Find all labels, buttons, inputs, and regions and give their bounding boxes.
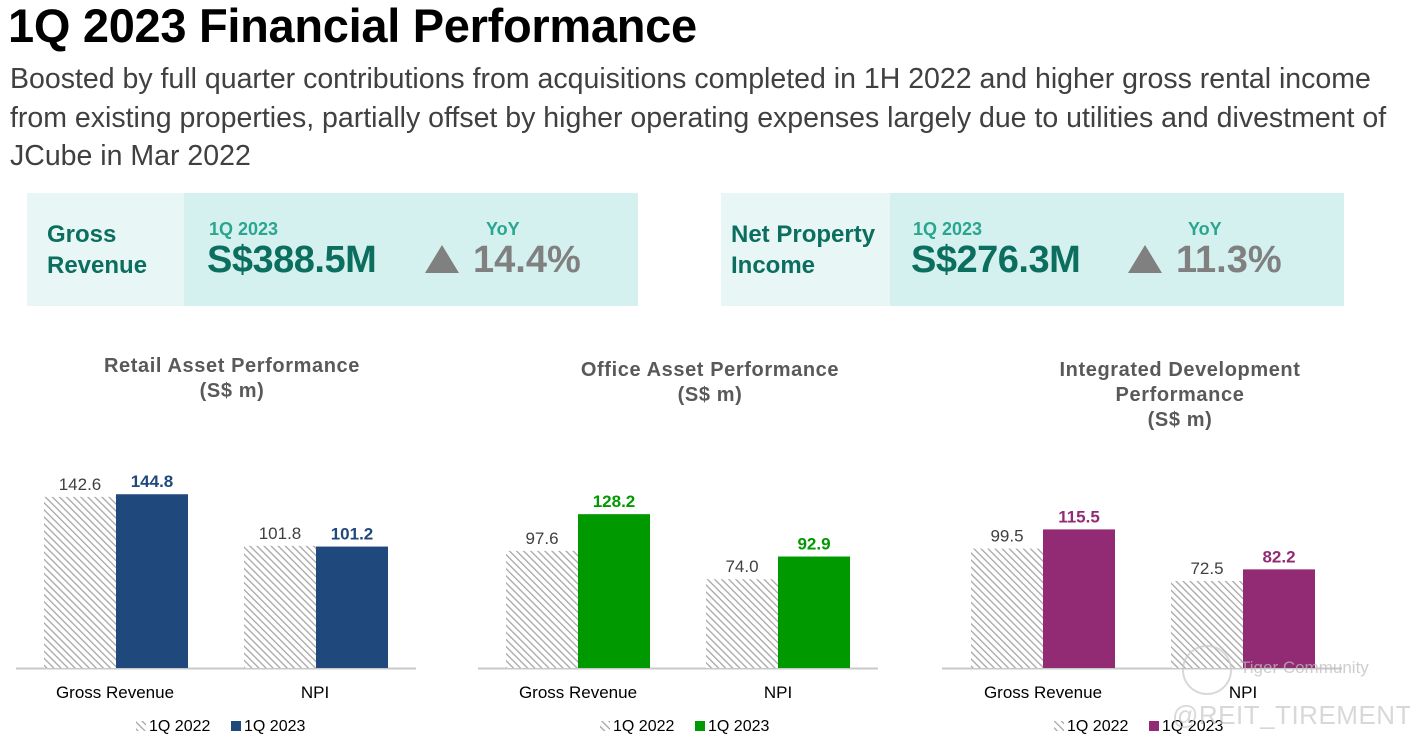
bar-1q-2022: [244, 545, 316, 668]
bar-1q-2023: [316, 546, 388, 668]
data-label: 82.2: [1262, 547, 1295, 566]
data-label: 99.5: [990, 527, 1023, 546]
category-label: Gross Revenue: [56, 683, 174, 702]
legend-swatch-1q-2023: [695, 721, 705, 731]
kpi-yoy-value: 14.4%: [473, 239, 581, 281]
kpi-yoy-value: 11.3%: [1176, 239, 1282, 281]
bar-charts: 142.6 144.8 Gross Revenue 101.8 101.2 NPI 1Q 2…: [16, 472, 1342, 735]
kpi-value: S$276.3M: [911, 239, 1081, 281]
bar-1q-2023: [778, 556, 850, 668]
kpi-period: 1Q 2023: [209, 219, 279, 239]
chart-title-line: (S$ m): [1147, 409, 1213, 431]
page-title: 1Q 2023 Financial Performance: [8, 0, 697, 52]
bar-1q-2022: [506, 550, 578, 668]
data-label: 97.6: [525, 529, 558, 548]
chart-title-retail: Retail Asset Performance (S$ m): [32, 354, 432, 404]
kpi-label: Gross Revenue: [27, 193, 184, 306]
kpi-label-line1: Gross: [47, 220, 117, 248]
category-label: NPI: [764, 683, 792, 702]
data-label: 115.5: [1058, 507, 1100, 526]
kpi-card-net-property-income: Net Property Income 1Q 2023 S$276.3M YoY…: [721, 193, 1344, 306]
bar-1q-2022: [44, 496, 116, 668]
data-label: 128.2: [593, 492, 636, 511]
legend-label: 1Q 2022: [1067, 718, 1128, 735]
data-label: 144.8: [131, 472, 174, 491]
category-label: Gross Revenue: [519, 683, 637, 702]
data-label: 142.6: [59, 475, 102, 494]
legend-swatch-1q-2023: [231, 721, 241, 731]
kpi-period: 1Q 2023: [913, 219, 983, 239]
bar-1q-2023: [1043, 529, 1115, 668]
category-label: NPI: [1229, 683, 1257, 702]
page-subtitle: Boosted by full quarter contributions fr…: [10, 63, 1387, 172]
category-label: Gross Revenue: [984, 683, 1102, 702]
chart-title-line: (S$ m): [199, 380, 265, 402]
legend-label: 1Q 2022: [149, 718, 210, 735]
kpi-label-line2: Income: [731, 251, 816, 279]
up-triangle-icon: [1128, 245, 1162, 273]
legend-label: 1Q 2022: [613, 718, 674, 735]
chart-title-office: Office Asset Performance (S$ m): [510, 358, 910, 408]
bar-1q-2023: [116, 494, 188, 668]
legend-label: 1Q 2023: [708, 718, 769, 735]
up-triangle-icon: [425, 245, 459, 273]
kpi-yoy-label: YoY: [486, 219, 520, 239]
watermark-handle: @REIT_TIREMENT: [1172, 700, 1410, 730]
bar-1q-2022: [971, 548, 1043, 668]
data-label: 101.2: [331, 525, 374, 544]
kpi-label-line2: Revenue: [47, 251, 148, 279]
bar-1q-2023: [1243, 569, 1315, 668]
data-label: 101.8: [259, 524, 302, 543]
bar-1q-2023: [578, 514, 650, 668]
tiger-community-logo-icon: [1182, 645, 1232, 695]
kpi-label: Net Property Income: [721, 193, 890, 306]
chart-title-line: Office Asset Performance: [580, 359, 840, 381]
chart-title-line: Retail Asset Performance: [104, 355, 360, 377]
kpi-card-gross-revenue: Gross Revenue 1Q 2023 S$388.5M YoY 14.4%: [27, 193, 638, 306]
kpi-label-line1: Net Property: [731, 220, 876, 248]
legend-swatch-1q-2023: [1149, 721, 1159, 731]
data-label: 92.9: [797, 535, 830, 554]
watermark-text: Tiger Community: [1240, 658, 1369, 677]
data-label: 72.5: [1190, 559, 1223, 578]
chart-title-line: (S$ m): [677, 384, 743, 406]
legend-label: 1Q 2023: [244, 718, 305, 735]
kpi-value: S$388.5M: [207, 239, 377, 281]
legend-swatch-1q-2022: [600, 721, 610, 731]
data-label: 74.0: [725, 557, 758, 576]
bar-1q-2022: [706, 579, 778, 668]
chart-title-integrated: Integrated Development Performance (S$ m…: [980, 358, 1380, 433]
category-label: NPI: [301, 683, 329, 702]
legend-swatch-1q-2022: [136, 721, 146, 731]
legend-swatch-1q-2022: [1054, 721, 1064, 731]
kpi-yoy-label: YoY: [1188, 219, 1222, 239]
chart-title-line: Performance: [1115, 384, 1245, 406]
legend-label: 1Q 2023: [1162, 718, 1223, 735]
chart-title-line: Integrated Development: [1059, 359, 1301, 381]
